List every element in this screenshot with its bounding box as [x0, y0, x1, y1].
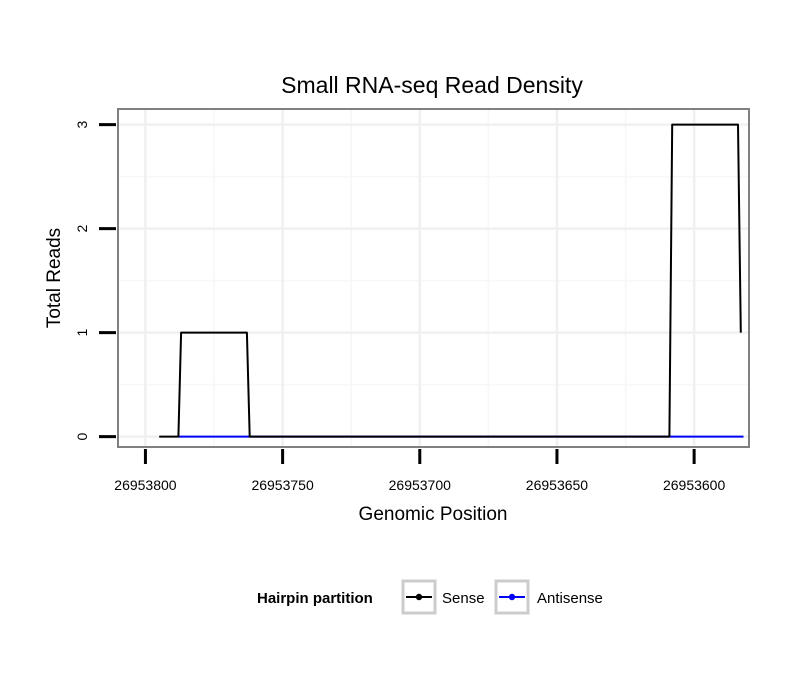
- legend: Hairpin partition Sense Antisense: [257, 579, 603, 615]
- x-axis: 26953800 26953750 26953700 26953650 26953600: [114, 449, 725, 493]
- chart-title: Small RNA-seq Read Density: [281, 72, 583, 98]
- y-tick-label: 2: [74, 224, 90, 232]
- legend-item-sense: Sense: [401, 579, 485, 615]
- legend-label-sense: Sense: [442, 590, 485, 607]
- legend-title: Hairpin partition: [257, 590, 373, 607]
- legend-item-antisense: Antisense: [494, 579, 603, 615]
- y-axis: 0 1 2 3: [74, 120, 116, 440]
- minor-gridlines: [118, 109, 749, 447]
- legend-point-antisense: [508, 593, 516, 601]
- plot-panel-border: [117, 108, 750, 448]
- y-tick-label: 1: [74, 328, 90, 336]
- major-gridlines: [118, 109, 749, 447]
- x-tick-label: 26953600: [663, 477, 726, 493]
- series-line-sense: [159, 123, 742, 438]
- x-tick-label: 26953750: [251, 477, 314, 493]
- x-tick-label: 26953700: [389, 477, 452, 493]
- x-axis-title: Genomic Position: [359, 504, 508, 525]
- legend-label-antisense: Antisense: [537, 590, 603, 607]
- x-tick-label: 26953650: [526, 477, 589, 493]
- x-tick-label: 26953800: [114, 477, 177, 493]
- y-tick-label: 3: [74, 120, 90, 128]
- y-tick-label: 0: [74, 432, 90, 440]
- y-axis-title: Total Reads: [44, 228, 65, 328]
- legend-point-sense: [415, 593, 423, 601]
- series-layer: [159, 123, 744, 438]
